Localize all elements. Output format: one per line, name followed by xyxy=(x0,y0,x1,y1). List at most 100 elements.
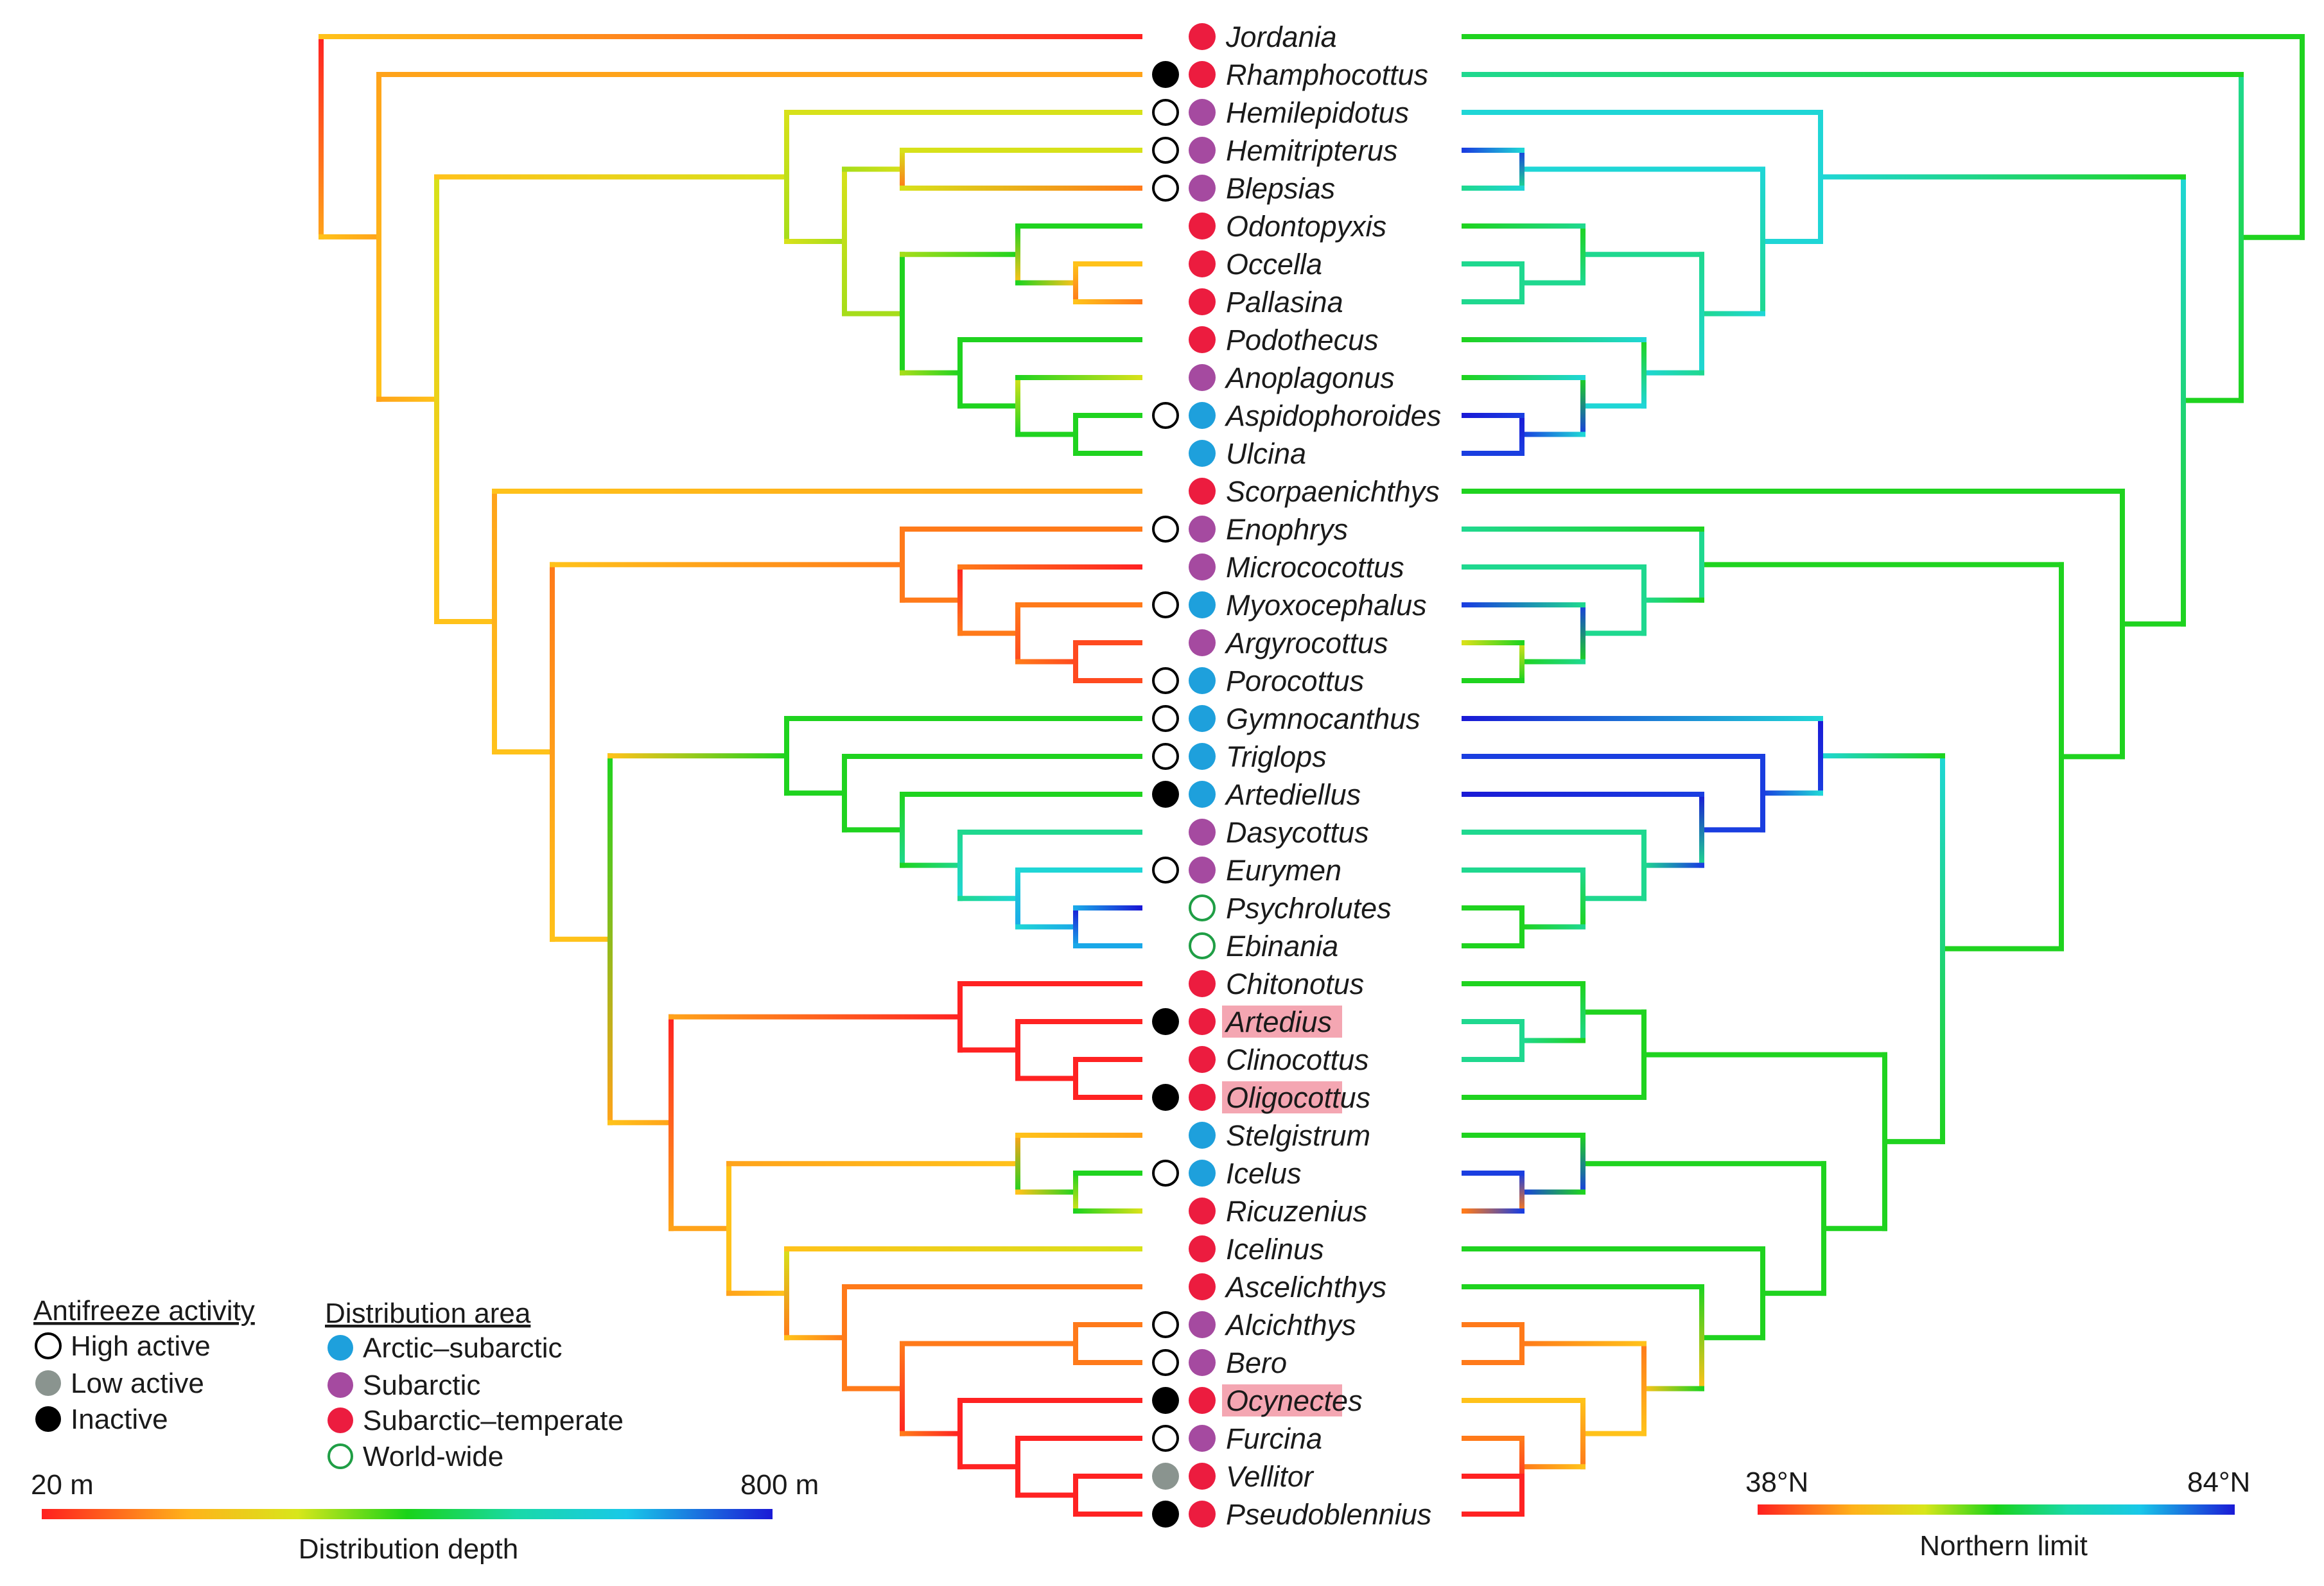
subarctic-legend-icon xyxy=(328,1372,353,1398)
low-active-legend-icon xyxy=(35,1370,61,1396)
taxon-row-hemilepidotus: Hemilepidotus xyxy=(1152,96,1409,129)
high-active-icon xyxy=(1152,175,1179,202)
taxon-row-vellitor: Vellitor xyxy=(1152,1460,1315,1493)
subarctic-temperate-icon xyxy=(1189,250,1216,277)
depth-color-bar xyxy=(42,1509,773,1519)
taxon-name: Dasycottus xyxy=(1226,816,1369,849)
taxon-name: Oligocottus xyxy=(1226,1081,1370,1114)
latitude-scale-max: 84°N xyxy=(2187,1467,2250,1498)
taxon-row-artedius: Artedius xyxy=(1152,1006,1342,1038)
taxon-name: Icelinus xyxy=(1226,1233,1324,1266)
subarctic-temperate-icon xyxy=(1189,61,1216,88)
highlight-box xyxy=(1222,1081,1342,1113)
taxon-name: Argyrocottus xyxy=(1224,627,1388,659)
taxon-name: Odontopyxis xyxy=(1226,210,1386,243)
subarctic-temperate-icon xyxy=(1189,1387,1216,1414)
highlight-box xyxy=(1222,1384,1342,1416)
subarctic-temperate-icon xyxy=(1189,1235,1216,1262)
taxon-row-ascelichthys: Ascelichthys xyxy=(1189,1271,1386,1303)
taxon-name: Aspidophoroides xyxy=(1224,399,1441,432)
inactive-icon xyxy=(1152,1008,1179,1035)
taxon-row-artediellus: Artediellus xyxy=(1152,778,1361,811)
taxon-row-ricuzenius: Ricuzenius xyxy=(1189,1195,1367,1228)
world-wide-icon xyxy=(1189,894,1216,921)
subarctic-icon xyxy=(1189,99,1216,126)
taxon-name: Pallasina xyxy=(1226,286,1343,318)
latitude-scale-min: 38°N xyxy=(1745,1467,1808,1498)
taxon-name: Hemilepidotus xyxy=(1226,96,1409,129)
taxon-name: Hemitripterus xyxy=(1226,134,1398,167)
inactive-legend-icon xyxy=(35,1406,61,1432)
depth-scale: 20 m 800 m Distribution depth xyxy=(31,1469,819,1565)
subarctic-icon xyxy=(1189,819,1216,846)
subarctic-temperate-icon xyxy=(1189,1273,1216,1300)
taxon-row-blepsias: Blepsias xyxy=(1152,172,1335,205)
taxon-row-odontopyxis: Odontopyxis xyxy=(1189,210,1386,243)
legend-high-active: High active xyxy=(71,1330,211,1362)
subarctic-icon xyxy=(1189,1349,1216,1376)
taxon-name: Eurymen xyxy=(1226,854,1341,887)
taxon-row-eurymen: Eurymen xyxy=(1152,854,1341,887)
high-active-icon xyxy=(1152,1311,1179,1338)
taxon-name: Ascelichthys xyxy=(1224,1271,1386,1303)
legend-low-active: Low active xyxy=(71,1368,204,1399)
taxon-row-psychrolutes: Psychrolutes xyxy=(1189,892,1392,925)
inactive-icon xyxy=(1152,1387,1179,1414)
taxon-name: Furcina xyxy=(1226,1422,1322,1455)
arctic-subarctic-icon xyxy=(1189,440,1216,467)
taxon-row-gymnocanthus: Gymnocanthus xyxy=(1152,702,1420,735)
taxon-row-podothecus: Podothecus xyxy=(1189,324,1379,356)
inactive-icon xyxy=(1152,61,1179,88)
taxon-name: Artediellus xyxy=(1224,778,1361,811)
inactive-icon xyxy=(1152,1501,1179,1528)
subarctic-temperate-icon xyxy=(1189,1501,1216,1528)
taxon-row-scorpaenichthys: Scorpaenichthys xyxy=(1189,475,1440,508)
high-active-icon xyxy=(1152,1160,1179,1187)
taxon-name: Podothecus xyxy=(1226,324,1379,356)
subarctic-temperate-icon xyxy=(1189,326,1216,353)
subarctic-temperate-icon xyxy=(1189,1008,1216,1035)
taxon-row-chitonotus: Chitonotus xyxy=(1189,968,1364,1000)
arctic-subarctic-icon xyxy=(1189,402,1216,429)
arctic-subarctic-icon xyxy=(1189,591,1216,618)
legend-world-wide: World-wide xyxy=(363,1441,503,1472)
taxon-row-ocynectes: Ocynectes xyxy=(1152,1384,1363,1417)
taxon-row-icelinus: Icelinus xyxy=(1189,1233,1324,1266)
taxon-row-furcina: Furcina xyxy=(1152,1422,1322,1455)
taxa-list: Jordania Rhamphocottus Hemilepidotus Hemitr… xyxy=(1152,21,1441,1531)
taxon-row-occella: Occella xyxy=(1189,248,1322,281)
arctic-subarctic-icon xyxy=(1189,705,1216,732)
taxon-row-anoplagonus: Anoplagonus xyxy=(1189,362,1395,394)
taxon-row-dasycottus: Dasycottus xyxy=(1189,816,1369,849)
taxon-name: Chitonotus xyxy=(1226,968,1364,1000)
taxon-row-bero: Bero xyxy=(1152,1346,1287,1379)
taxon-row-hemitripterus: Hemitripterus xyxy=(1152,134,1398,167)
high-active-icon xyxy=(1152,137,1179,164)
latitude-scale: 38°N 84°N Northern limit xyxy=(1745,1467,2250,1562)
taxon-row-porocottus: Porocottus xyxy=(1152,665,1364,697)
subarctic-icon xyxy=(1189,1311,1216,1338)
taxon-name: Clinocottus xyxy=(1226,1043,1369,1076)
subarctic-icon xyxy=(1189,175,1216,202)
high-active-icon xyxy=(1152,667,1179,694)
taxon-name: Psychrolutes xyxy=(1226,892,1392,925)
arctic-subarctic-legend-icon xyxy=(328,1335,353,1361)
depth-scale-max: 800 m xyxy=(740,1469,819,1501)
taxon-row-ebinania: Ebinania xyxy=(1189,930,1338,963)
taxon-name: Ebinania xyxy=(1226,930,1338,963)
high-active-icon xyxy=(1152,1349,1179,1376)
high-active-icon xyxy=(1152,857,1179,884)
taxon-name: Artedius xyxy=(1224,1006,1332,1038)
arctic-subarctic-icon xyxy=(1189,1122,1216,1149)
taxon-row-aspidophoroides: Aspidophoroides xyxy=(1152,399,1441,432)
taxon-name: Micrococottus xyxy=(1226,551,1404,584)
taxon-name: Stelgistrum xyxy=(1226,1119,1370,1152)
taxon-row-pallasina: Pallasina xyxy=(1189,286,1343,318)
subarctic-icon xyxy=(1189,516,1216,543)
arctic-subarctic-icon xyxy=(1189,667,1216,694)
taxon-row-icelus: Icelus xyxy=(1152,1157,1302,1190)
taxon-row-stelgistrum: Stelgistrum xyxy=(1189,1119,1370,1152)
arctic-subarctic-icon xyxy=(1189,1160,1216,1187)
taxon-name: Icelus xyxy=(1226,1157,1302,1190)
